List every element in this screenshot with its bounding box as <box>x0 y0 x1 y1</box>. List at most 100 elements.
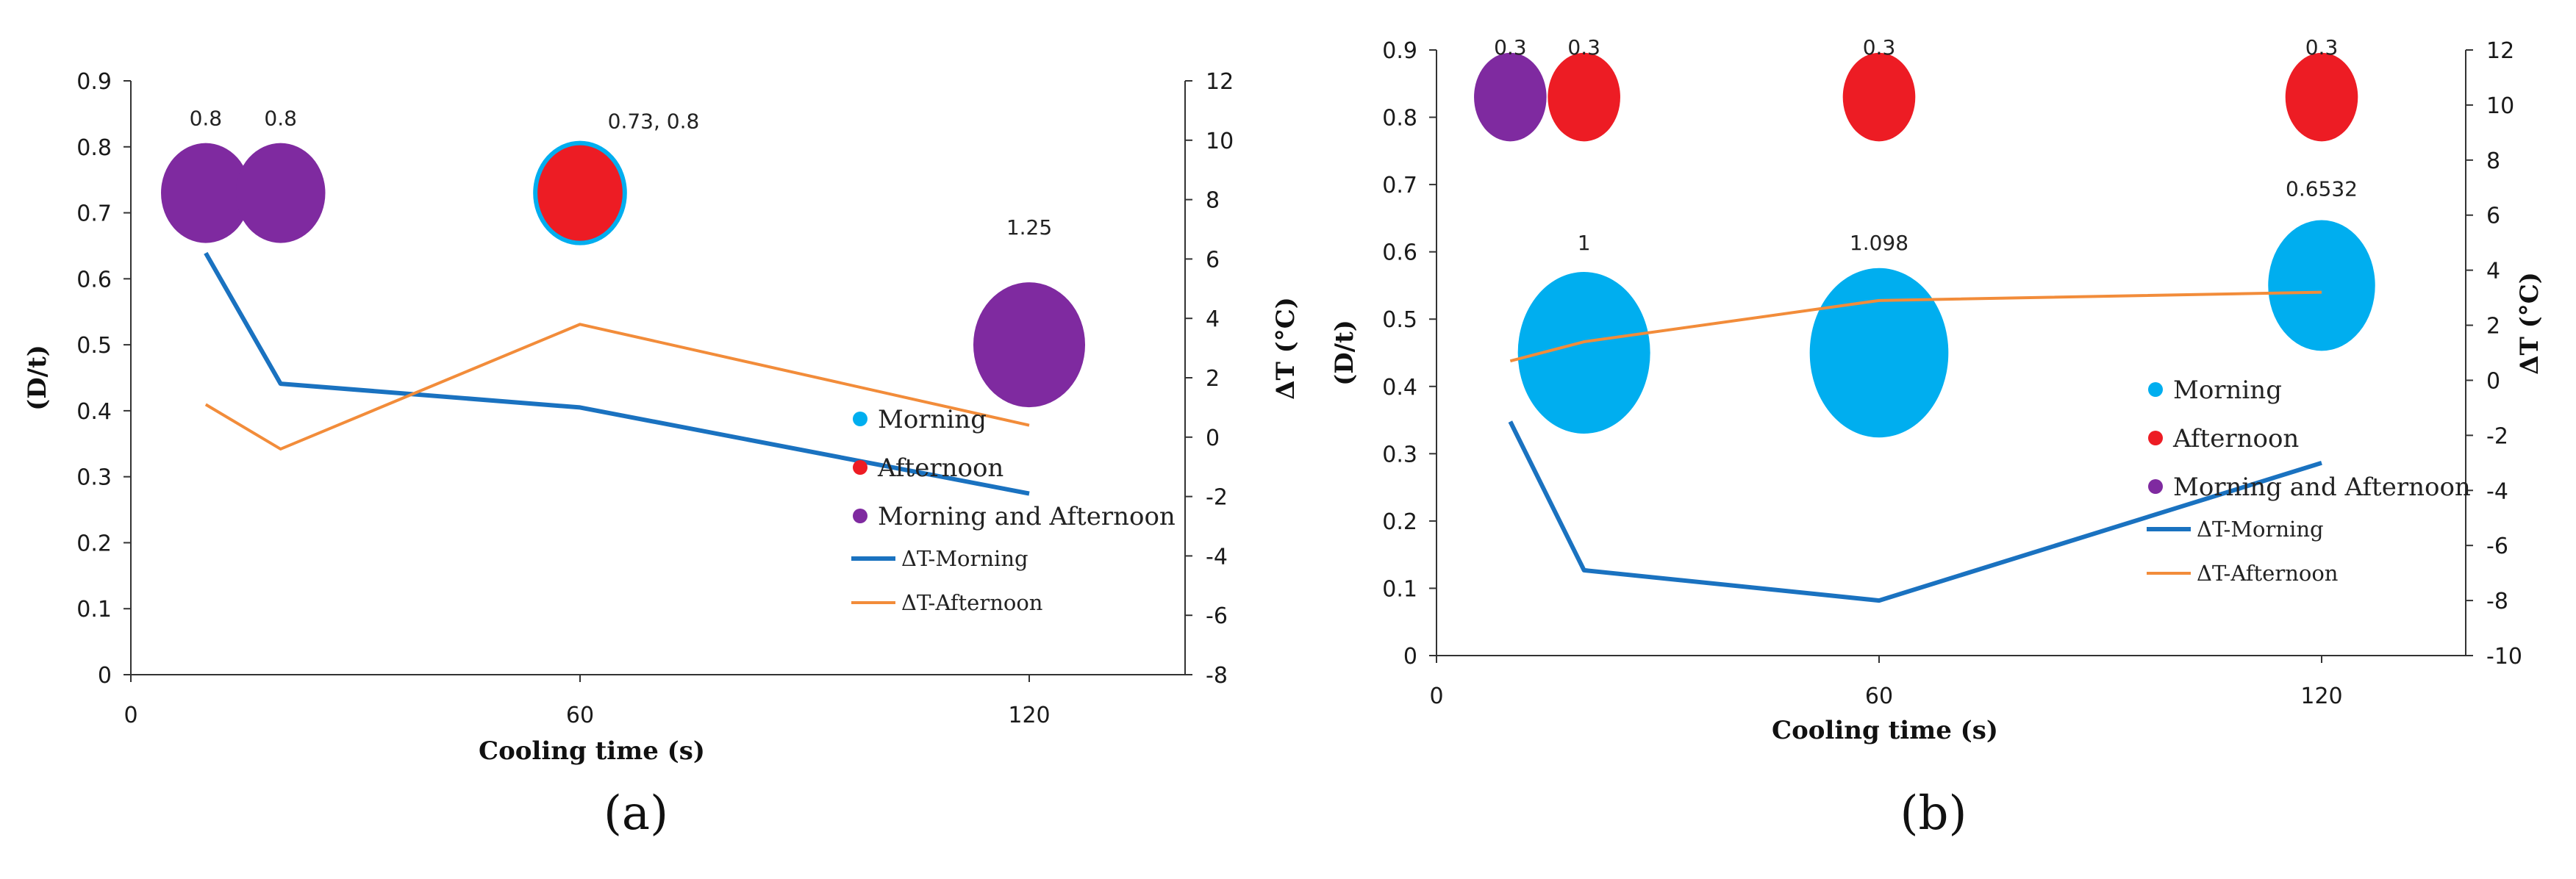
panel-a-bubble-label: 1.25 <box>1006 215 1052 240</box>
panel-b-xtick-label: 60 <box>1865 684 1893 709</box>
panel-a-legend-marker <box>853 509 867 523</box>
panel-a-bubble <box>161 143 251 243</box>
panel-a-bubble-label: 0.73, 0.8 <box>608 110 700 134</box>
panel-b-y2tick-label: 4 <box>2486 259 2500 284</box>
panel-b-ytick-label: 0.2 <box>1382 509 1417 535</box>
panel-b-bubble-label: 0.3 <box>2305 35 2339 60</box>
panel-a-ytick-label: 0.2 <box>76 531 112 556</box>
panel-b-y2tick-label: 10 <box>2486 93 2514 119</box>
panel-b-bubble <box>1474 52 1547 142</box>
panel-b-y2tick-label: 12 <box>2486 38 2514 64</box>
panel-a-legend: Morning Afternoon Morning and Afternoon ΔT-… <box>851 405 1176 615</box>
panel-a-y2tick-label: -4 <box>1206 544 1228 570</box>
panel-b-ytick-label: 0.6 <box>1382 240 1417 266</box>
panel-b-y2tick-label: -2 <box>2486 423 2508 449</box>
panel-a-legend-marker <box>853 412 867 426</box>
panel-a-xlabel: Cooling time (s) <box>479 736 705 766</box>
panel-a-legend-label: ΔT-Morning <box>901 546 1028 571</box>
panel-a-y2label: ΔT (°C) <box>1271 297 1300 400</box>
panel-b-y2tick-label: 8 <box>2486 148 2500 174</box>
panel-b-legend-marker <box>2148 479 2163 494</box>
panel-a-ylabel: (D/t) <box>23 345 52 411</box>
panel-a-y2tick-label: -6 <box>1206 603 1228 629</box>
panel-b-y2tick-label: 2 <box>2486 314 2500 340</box>
panel-a-y2tick-label: 8 <box>1206 188 1220 214</box>
panel-b-bubble <box>2285 52 2358 142</box>
panel-b-bubble <box>1842 52 1916 142</box>
panel-a-xtick-label: 0 <box>124 703 137 728</box>
panel-a-y2tick-label: 10 <box>1206 129 1234 154</box>
panel-a-ytick-label: 0.6 <box>76 267 112 293</box>
panel-b-y2tick-label: 6 <box>2486 204 2500 229</box>
panel-b-bubble-label: 0.3 <box>1863 35 1896 60</box>
panel-b-ylabel: (D/t) <box>1330 320 1359 386</box>
panel-b-bubble <box>1517 272 1650 434</box>
panel-a-y2tick-label: 4 <box>1206 306 1220 332</box>
panel-b-legend-label: Morning and Afternoon <box>2173 473 2471 502</box>
panel-b-y2label: ΔT (°C) <box>2515 272 2544 375</box>
panel-b-y2tick-label: -6 <box>2486 534 2508 559</box>
panel-b-bubble-label: 1.098 <box>1850 231 1908 255</box>
panel-a-label: (a) <box>604 786 668 841</box>
panel-a-y2tick-label: 6 <box>1206 247 1220 273</box>
panel-b-ytick-label: 0.9 <box>1382 38 1417 64</box>
panel-a-ytick-label: 0.9 <box>76 69 112 95</box>
panel-b-ytick-label: 0.8 <box>1382 106 1417 132</box>
panel-b-bubble-label: 0.3 <box>1494 35 1527 60</box>
panel-b-legend-label: ΔT-Afternoon <box>2197 561 2338 586</box>
panel-a-series-dt-afternoon-line <box>204 323 1030 451</box>
panel-a-chart: 0 0.1 0.2 0.3 0.4 0.5 0.6 0.7 0.8 0.9 -8 -6 -4 -2 0 2 4 6… <box>23 69 1300 841</box>
panel-a-bubble-label: 0.8 <box>264 107 297 131</box>
panel-b-ytick-label: 0.1 <box>1382 576 1417 602</box>
panel-b-legend-label: ΔT-Morning <box>2197 517 2324 542</box>
panel-a-y2tick-label: 0 <box>1206 426 1220 451</box>
panel-b-legend-marker <box>2148 431 2163 445</box>
panel-b-y2tick-label: -10 <box>2486 644 2522 670</box>
panel-a-legend-label: Afternoon <box>877 453 1003 483</box>
panel-b-chart: 0 0.1 0.2 0.3 0.4 0.5 0.6 0.7 0.8 0.9 -10 -8 -6 -4 -2 0… <box>1330 35 2544 841</box>
panel-b-series-dt-morning-line <box>1508 420 2322 603</box>
panel-b-series-dt-afternoon-line <box>1509 290 2322 363</box>
panel-b-ytick-label: 0.5 <box>1382 307 1417 333</box>
panel-b-bubble-label: 0.3 <box>1567 35 1600 60</box>
panel-b-bubble <box>1809 268 1949 438</box>
panel-a-legend-label: ΔT-Afternoon <box>901 590 1042 615</box>
panel-a-ytick-label: 0.5 <box>76 333 112 359</box>
panel-b-ytick-label: 0.3 <box>1382 442 1417 467</box>
panel-a-y2tick-label: 12 <box>1206 69 1234 95</box>
panel-a-ytick-label: 0.4 <box>76 399 112 425</box>
panel-a-ytick-label: 0.7 <box>76 201 112 227</box>
panel-b-ytick-label: 0.7 <box>1382 173 1417 198</box>
panel-b-bubble <box>1548 52 1620 142</box>
panel-a-xtick-label: 120 <box>1008 703 1050 728</box>
panel-a-ytick-label: 0.1 <box>76 597 112 623</box>
panel-b-legend-label: Morning <box>2173 376 2282 405</box>
panel-b-bubble-label: 1 <box>1578 231 1591 255</box>
panel-b-ytick-label: 0.4 <box>1382 375 1417 401</box>
panel-a-bubble <box>533 140 627 245</box>
panel-b-bubble-label: 0.6532 <box>2286 176 2358 201</box>
panel-b-legend-label: Afternoon <box>2172 424 2299 453</box>
panel-b-legend: Morning Afternoon Morning and Afternoon ΔT-… <box>2147 376 2471 586</box>
panel-a-legend-label: Morning and Afternoon <box>878 502 1176 531</box>
panel-a-legend-marker <box>853 460 867 475</box>
panel-a-xtick-label: 60 <box>566 703 594 728</box>
panel-a-legend-label: Morning <box>878 405 987 434</box>
panel-a-bubble <box>973 282 1086 408</box>
panel-a-y2tick-label: -8 <box>1206 663 1228 689</box>
panel-a-ytick-label: 0.8 <box>76 135 112 161</box>
panel-b-ytick-label: 0 <box>1403 644 1417 670</box>
panel-b-label: (b) <box>1900 786 1967 841</box>
panel-a-series-dt-morning-line <box>204 251 1030 496</box>
panel-a-bubble <box>235 143 326 243</box>
panel-b-xlabel: Cooling time (s) <box>1772 716 1998 745</box>
panel-a-y2tick-label: -2 <box>1206 485 1228 511</box>
panel-a-ytick-label: 0 <box>98 663 112 689</box>
panel-b-y2tick-label: -8 <box>2486 589 2508 614</box>
panel-a-ytick-label: 0.3 <box>76 465 112 491</box>
panel-b-y2tick-label: -4 <box>2486 478 2508 504</box>
panel-b-y2tick-label: 0 <box>2486 368 2500 394</box>
panel-a-bubble-label: 0.8 <box>190 107 223 131</box>
panel-a-y2tick-label: 2 <box>1206 366 1220 392</box>
